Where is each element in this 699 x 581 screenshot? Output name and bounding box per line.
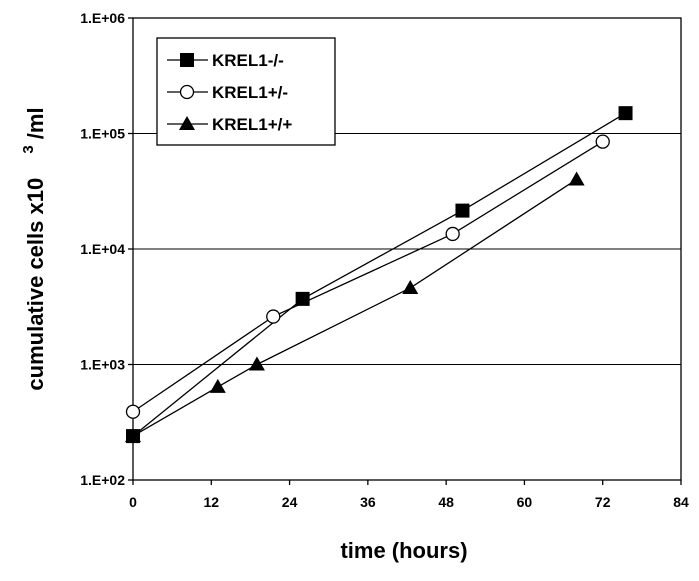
- x-tick-label: 84: [673, 494, 689, 510]
- series-2: [125, 134, 610, 419]
- legend-label: KREL1-/-: [212, 51, 284, 70]
- legend-item: KREL1+/-: [167, 83, 288, 102]
- data-point: [125, 404, 141, 419]
- data-point: [618, 106, 633, 121]
- legend-marker: [180, 53, 194, 67]
- x-tick-label: 60: [517, 494, 533, 510]
- tick-labels: 1.E+02 1.E+03 1.E+04 1.E+05 1.E+06 0 12 24 36 48 6…: [80, 10, 689, 510]
- legend-marker: [179, 84, 195, 100]
- x-tick-label: 0: [129, 494, 137, 510]
- legend-item: KREL1+/+: [167, 115, 292, 134]
- data-point: [248, 356, 265, 371]
- x-tick-label: 48: [438, 494, 454, 510]
- y-axis-title: cumulative cells x10 3 /ml: [13, 107, 48, 390]
- data-point: [595, 134, 610, 149]
- y-axis-title-main: cumulative cells x10: [23, 178, 48, 391]
- y-tick-label: 1.E+04: [80, 241, 125, 257]
- data-point: [209, 378, 226, 393]
- legend-item: KREL1-/-: [167, 51, 284, 70]
- legend-marker: [179, 116, 195, 130]
- legend-label: KREL1+/-: [212, 83, 288, 102]
- data-point: [125, 428, 141, 443]
- data-point: [455, 203, 470, 218]
- gridlines: [133, 133, 681, 365]
- data-point: [266, 309, 281, 324]
- x-tick-label: 72: [595, 494, 611, 510]
- y-tick-label: 1.E+06: [80, 10, 125, 26]
- series-line: [132, 141, 604, 413]
- legend-label: KREL1+/+: [212, 115, 292, 134]
- series-line: [132, 112, 626, 437]
- y-tick-label: 1.E+05: [80, 126, 125, 142]
- y-axis-title-superscript: 3: [20, 145, 37, 153]
- data-point: [402, 279, 419, 294]
- x-tick-label: 24: [282, 494, 298, 510]
- series-layer: [125, 106, 633, 444]
- legend: KREL1-/- KREL1+/- KREL1+/+: [156, 37, 336, 146]
- series-line: [132, 178, 577, 437]
- y-tick-label: 1.E+03: [80, 357, 125, 373]
- x-tick-label: 36: [360, 494, 376, 510]
- data-point: [568, 171, 585, 186]
- series-3: [125, 171, 585, 443]
- y-tick-label: 1.E+02: [80, 472, 125, 488]
- x-tick-label: 12: [203, 494, 219, 510]
- data-point: [445, 226, 460, 242]
- data-point: [295, 291, 310, 306]
- x-axis-title: time (hours): [340, 538, 467, 563]
- series-1: [126, 106, 633, 444]
- y-axis-title-unit: /ml: [23, 107, 48, 139]
